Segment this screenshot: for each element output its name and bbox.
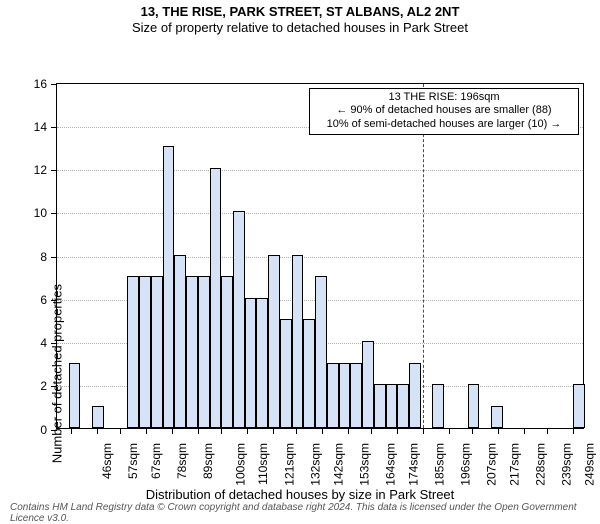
histogram-bar — [186, 276, 198, 427]
x-tick-label: 217sqm — [508, 443, 522, 486]
histogram-bar — [221, 276, 233, 427]
x-tick-label: 46sqm — [100, 443, 114, 479]
histogram-bar — [292, 255, 304, 428]
x-tick-label: 78sqm — [175, 443, 189, 479]
histogram-bar — [491, 406, 503, 428]
x-tick-label: 164sqm — [384, 443, 398, 486]
histogram-bar — [350, 363, 362, 428]
plot-area: Number of detached properties 0246810121… — [56, 83, 584, 429]
x-tick-mark — [322, 428, 323, 434]
x-tick-label: 207sqm — [485, 443, 499, 486]
histogram-bar — [303, 319, 315, 427]
x-tick-label: 100sqm — [234, 443, 248, 486]
x-tick-label: 174sqm — [407, 443, 421, 486]
x-tick-mark — [198, 428, 199, 434]
x-tick-mark — [371, 428, 372, 434]
x-tick-mark — [296, 428, 297, 434]
annotation-box: 13 THE RISE: 196sqm ← 90% of detached ho… — [309, 88, 579, 135]
x-tick-label: 228sqm — [534, 443, 548, 486]
y-tick-label: 16 — [34, 77, 57, 91]
x-tick-mark — [524, 428, 525, 434]
histogram-bar — [327, 363, 339, 428]
histogram-bar — [174, 255, 186, 428]
x-tick-mark — [172, 428, 173, 434]
histogram-bar — [409, 363, 421, 428]
histogram-bar — [92, 406, 104, 428]
gridline — [57, 213, 583, 214]
x-tick-mark — [348, 428, 349, 434]
histogram-bar — [268, 255, 280, 428]
x-tick-label: 67sqm — [149, 443, 163, 479]
histogram-bar — [198, 276, 210, 427]
x-tick-mark — [273, 428, 274, 434]
x-tick-label: 153sqm — [358, 443, 372, 486]
annotation-line-1: 13 THE RISE: 196sqm — [316, 91, 572, 105]
y-tick-label: 14 — [34, 120, 57, 134]
histogram-bar — [139, 276, 151, 427]
chart-area: Number of detached properties 0246810121… — [0, 37, 600, 487]
histogram-bar — [280, 319, 292, 427]
histogram-bar — [386, 384, 398, 427]
histogram-bar — [432, 384, 444, 427]
x-tick-label: 249sqm — [583, 443, 597, 486]
y-tick-label: 12 — [34, 163, 57, 177]
histogram-bar — [245, 298, 257, 428]
annotation-line-2: ← 90% of detached houses are smaller (88… — [316, 104, 572, 118]
x-tick-label: 185sqm — [433, 443, 447, 486]
y-tick-label: 2 — [40, 379, 57, 393]
x-tick-label: 121sqm — [283, 443, 297, 486]
x-tick-label: 196sqm — [459, 443, 473, 486]
y-tick-label: 10 — [34, 206, 57, 220]
histogram-bar — [374, 384, 386, 427]
histogram-bar — [256, 298, 268, 428]
x-tick-mark — [247, 428, 248, 434]
reference-line — [423, 84, 424, 428]
histogram-bar — [397, 384, 409, 427]
x-tick-mark — [498, 428, 499, 434]
histogram-bar — [151, 276, 163, 427]
x-tick-mark — [423, 428, 424, 434]
y-tick-label: 4 — [40, 336, 57, 350]
x-tick-mark — [397, 428, 398, 434]
histogram-bar — [339, 363, 351, 428]
x-tick-mark — [221, 428, 222, 434]
x-axis-label: Distribution of detached houses by size … — [0, 487, 600, 502]
x-tick-label: 142sqm — [332, 443, 346, 486]
histogram-bar — [163, 146, 175, 427]
x-tick-mark — [120, 428, 121, 434]
x-tick-mark — [573, 428, 574, 434]
chart-title: 13, THE RISE, PARK STREET, ST ALBANS, AL… — [0, 0, 600, 20]
x-tick-mark — [146, 428, 147, 434]
x-tick-mark — [97, 428, 98, 434]
histogram-bar — [315, 276, 327, 427]
histogram-bar — [573, 384, 585, 427]
gridline — [57, 257, 583, 258]
histogram-bar — [233, 211, 245, 427]
gridline — [57, 170, 583, 171]
histogram-bar — [69, 363, 81, 428]
chart-subtitle: Size of property relative to detached ho… — [0, 20, 600, 36]
x-tick-mark — [547, 428, 548, 434]
x-tick-mark — [472, 428, 473, 434]
y-tick-label: 6 — [40, 293, 57, 307]
x-tick-label: 57sqm — [126, 443, 140, 479]
histogram-bar — [468, 384, 480, 427]
y-tick-label: 8 — [40, 250, 57, 264]
annotation-line-3: 10% of semi-detached houses are larger (… — [316, 118, 572, 132]
footer-attribution: Contains HM Land Registry data © Crown c… — [0, 502, 600, 524]
y-tick-label: 0 — [40, 423, 57, 437]
x-tick-mark — [71, 428, 72, 434]
x-tick-label: 110sqm — [256, 443, 270, 485]
histogram-bar — [362, 341, 374, 428]
x-tick-label: 239sqm — [560, 443, 574, 486]
histogram-bar — [210, 168, 222, 428]
x-tick-label: 132sqm — [309, 443, 323, 486]
x-tick-label: 89sqm — [201, 443, 215, 479]
histogram-bar — [127, 276, 139, 427]
x-tick-mark — [449, 428, 450, 434]
